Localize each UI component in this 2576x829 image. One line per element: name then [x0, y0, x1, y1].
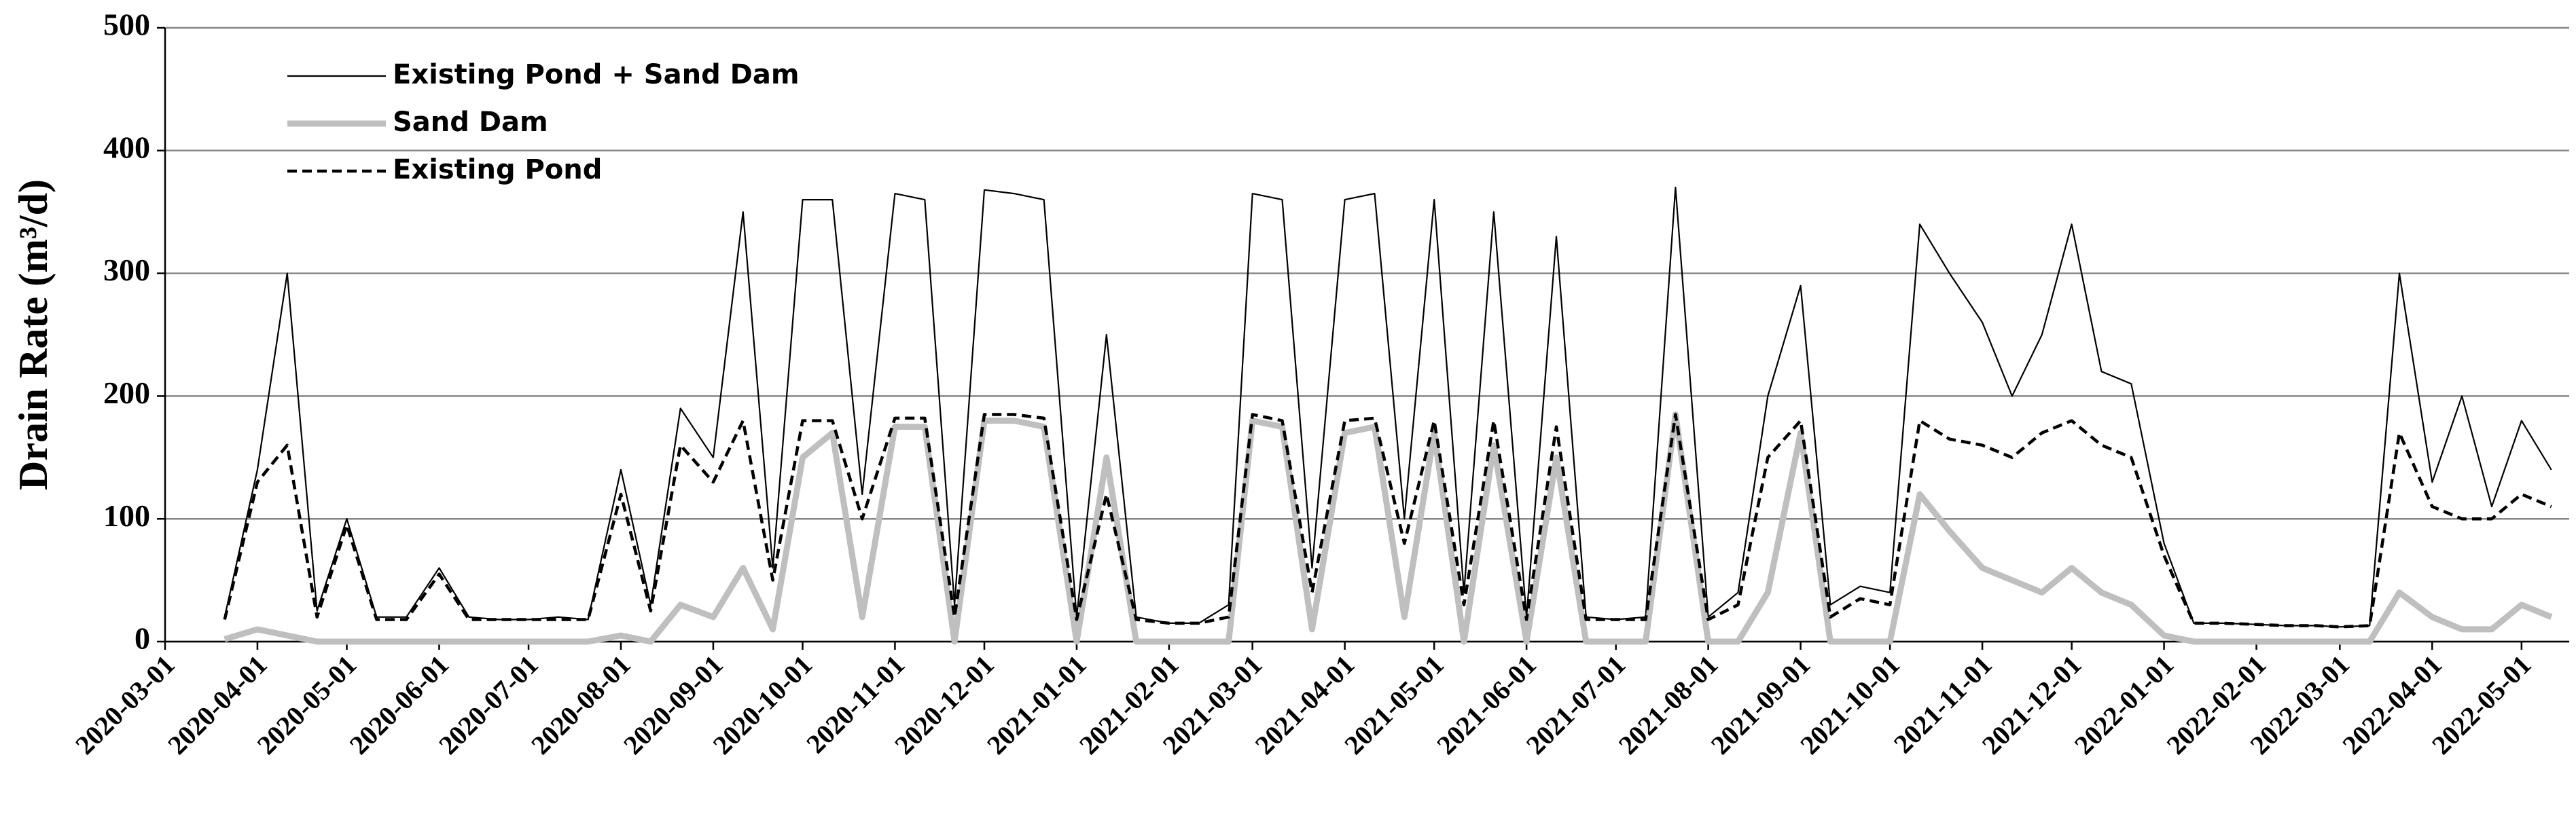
y-tick-label: 0 [135, 621, 150, 656]
x-tick-label: 2022-01-01 [2069, 649, 2180, 760]
y-tick-label: 200 [103, 375, 150, 410]
y-tick-label: 500 [103, 7, 150, 42]
legend-label: Existing Pond [393, 154, 602, 185]
y-axis-title: Drain Rate (m³/d) [11, 179, 56, 490]
x-tick-label: 2021-01-01 [981, 649, 1092, 760]
y-tick-label: 300 [103, 253, 150, 287]
y-tick-label: 400 [103, 130, 150, 164]
legend-label: Sand Dam [393, 107, 548, 138]
x-tick-label: 2020-08-01 [525, 649, 637, 760]
legend-label: Existing Pond + Sand Dam [393, 59, 800, 90]
y-tick-label: 100 [103, 498, 150, 533]
series-line [223, 186, 2552, 628]
x-tick-label: 2020-03-01 [69, 649, 181, 760]
x-tick-label: 2021-08-01 [1613, 649, 1724, 760]
series-line [223, 413, 2552, 629]
series-line [223, 411, 2553, 645]
